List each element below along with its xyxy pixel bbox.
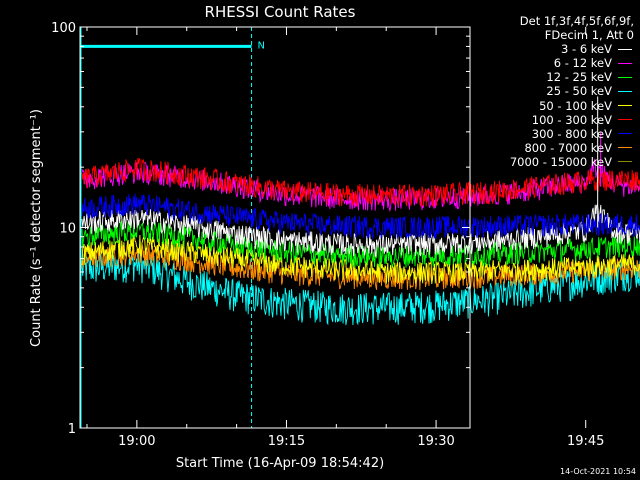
legend-label: 7000 - 15000 keV xyxy=(509,154,612,169)
legend-swatch xyxy=(618,62,632,64)
series-line-3-a xyxy=(81,250,640,326)
legend-label: 100 - 300 keV xyxy=(531,112,612,127)
x-tick-label-1: 19:15 xyxy=(268,434,305,449)
y-tick-label-2: 100 xyxy=(51,21,76,36)
y-tick-label-1: 10 xyxy=(59,222,76,237)
legend-label: 6 - 12 keV xyxy=(553,56,612,71)
legend-label: 25 - 50 keV xyxy=(546,84,612,99)
chart-title: RHESSI Count Rates xyxy=(205,3,356,21)
legend-label: 50 - 100 keV xyxy=(539,98,612,113)
legend-label: 800 - 7000 keV xyxy=(524,140,612,155)
series-line-0-a xyxy=(81,203,640,258)
legend-label: 300 - 800 keV xyxy=(531,126,612,141)
legend-swatch xyxy=(618,76,632,78)
y-tick-label-0: 1 xyxy=(68,422,76,437)
y-axis-label: Count Rate (s⁻¹ detector segment⁻¹) xyxy=(29,109,44,347)
legend-entry-2: 12 - 25 keV xyxy=(470,70,636,84)
legend-entries: 3 - 6 keV 6 - 12 keV 12 - 25 keV 25 - 50 ke… xyxy=(470,42,636,169)
legend-swatch xyxy=(618,161,632,163)
series-line-6-a xyxy=(81,193,640,240)
series-line-5-a xyxy=(81,157,640,208)
legend-entry-7: 800 - 7000 keV xyxy=(470,141,636,155)
legend-entry-8: 7000 - 15000 keV xyxy=(470,155,636,169)
legend-entry-5: 100 - 300 keV xyxy=(470,113,636,127)
legend-header-line-2: FDecim 1, Att 0 xyxy=(544,28,634,43)
legend-label: 12 - 25 keV xyxy=(546,70,612,85)
legend-label: 3 - 6 keV xyxy=(561,42,612,57)
legend-swatch xyxy=(618,147,632,149)
x-tick-label-0: 19:00 xyxy=(118,434,155,449)
series-line-4-a xyxy=(81,234,640,285)
legend-swatch xyxy=(618,105,632,107)
legend-entry-1: 6 - 12 keV xyxy=(470,56,636,70)
x-tick-label-3: 19:45 xyxy=(567,434,604,449)
annotation-n: N xyxy=(258,40,265,51)
legend-header-line-1: Det 1f,3f,4f,5f,6f,9f, xyxy=(519,14,634,28)
legend-swatch xyxy=(618,48,632,50)
legend-swatch xyxy=(618,119,632,121)
legend-entry-6: 300 - 800 keV xyxy=(470,127,636,141)
axes: 19:0019:1519:3019:4520:0020:1520:3011010… xyxy=(51,21,604,449)
x-tick-label-2: 19:30 xyxy=(417,434,454,449)
legend: Det 1f,3f,4f,5f,6f,9f, FDecim 1, Att 0 3… xyxy=(470,14,636,169)
legend-swatch xyxy=(618,133,632,135)
timestamp: 14-Oct-2021 10:54 xyxy=(560,467,636,476)
legend-entry-0: 3 - 6 keV xyxy=(470,42,636,56)
x-axis-label: Start Time (16-Apr-09 18:54:42) xyxy=(176,456,384,471)
plot-area: NS xyxy=(80,27,640,428)
series-line-2-a xyxy=(81,219,640,268)
legend-entry-3: 25 - 50 keV xyxy=(470,84,636,98)
legend-entry-4: 50 - 100 keV xyxy=(470,99,636,113)
legend-swatch xyxy=(618,91,632,93)
